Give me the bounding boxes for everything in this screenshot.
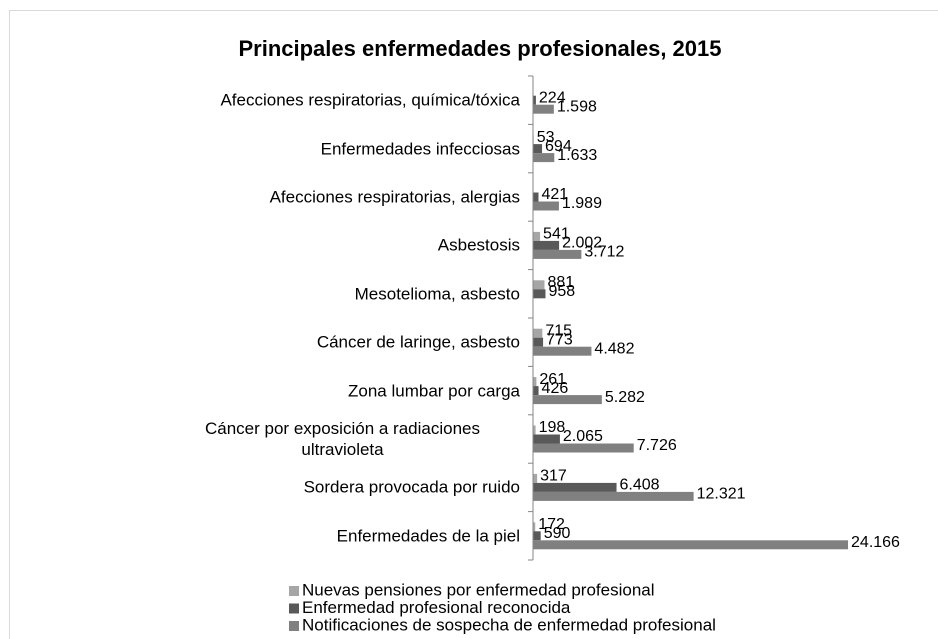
data-label: 24.166 [851, 534, 900, 551]
category-label: Cáncer de laringe, asbesto [316, 332, 520, 352]
bar [533, 104, 554, 114]
category-label: Afecciones respiratorias, química/tóxica [220, 90, 520, 110]
bar [533, 289, 546, 299]
bar [533, 95, 536, 105]
bar [533, 280, 545, 290]
data-label: 5.282 [605, 389, 645, 406]
data-label: 53 [537, 129, 555, 146]
legend-swatch [289, 621, 299, 631]
data-label: 261 [539, 371, 566, 388]
data-label: 958 [548, 283, 575, 300]
category-label: Afecciones respiratorias, alergias [269, 187, 520, 207]
legend-label: Nuevas pensiones por enfermedad profesio… [302, 580, 655, 599]
bar [533, 337, 544, 347]
bar [533, 346, 592, 356]
legend-label: Notificaciones de sospecha de enfermedad… [302, 615, 716, 634]
data-label: 6.408 [620, 477, 660, 494]
data-label: 694 [545, 138, 572, 155]
data-label: 172 [538, 516, 565, 533]
data-label: 4.482 [594, 340, 634, 357]
data-label: 1.598 [557, 98, 597, 115]
data-label: 7.726 [637, 437, 677, 454]
data-label: 198 [539, 419, 566, 436]
bar [533, 328, 543, 338]
chart-title: Principales enfermedades profesionales, … [238, 36, 721, 61]
legend-swatch [289, 603, 299, 614]
data-label: 590 [544, 525, 571, 542]
bar [533, 249, 582, 259]
data-label: 881 [547, 274, 574, 291]
chart-border [9, 10, 938, 639]
category-label: Asbestosis [437, 235, 520, 255]
bar [533, 540, 849, 550]
category-label: Enfermedades de la piel [336, 526, 520, 546]
bar [533, 240, 560, 250]
bar [533, 443, 634, 453]
legend-label: Enfermedad profesional reconocida [302, 598, 571, 617]
data-label: 421 [541, 186, 568, 203]
bar [533, 491, 694, 501]
bar [533, 531, 541, 541]
bar [533, 473, 538, 483]
data-label: 773 [546, 331, 573, 348]
bar [533, 377, 537, 387]
data-label: 715 [545, 322, 572, 339]
bar [533, 201, 559, 211]
bar [533, 395, 602, 405]
bar [533, 482, 617, 492]
bar [533, 192, 539, 202]
bar [533, 231, 541, 241]
data-label: 224 [539, 89, 566, 106]
data-label: 1.633 [557, 147, 597, 164]
legend-swatch [289, 586, 299, 596]
bar [533, 522, 536, 532]
bar [533, 144, 543, 154]
data-label: 3.712 [584, 244, 624, 261]
data-label: 2.065 [563, 428, 603, 445]
data-label: 317 [540, 468, 567, 485]
data-label: 426 [542, 380, 569, 397]
category-label: Enfermedades infecciosas [320, 139, 520, 159]
bar [533, 434, 560, 444]
category-label: Mesotelioma, asbesto [354, 284, 520, 304]
category-label: Sordera provocada por ruido [303, 477, 520, 497]
data-label: 1.989 [562, 195, 602, 212]
bar [533, 386, 539, 396]
data-label: 541 [543, 226, 570, 243]
bar [533, 153, 555, 163]
category-label: Zona lumbar por carga [348, 381, 520, 401]
bar [533, 425, 536, 435]
data-label: 12.321 [697, 486, 746, 503]
data-label: 2.002 [562, 235, 602, 252]
category-label: Cáncer por exposición a radiaciones ultr… [205, 419, 480, 459]
